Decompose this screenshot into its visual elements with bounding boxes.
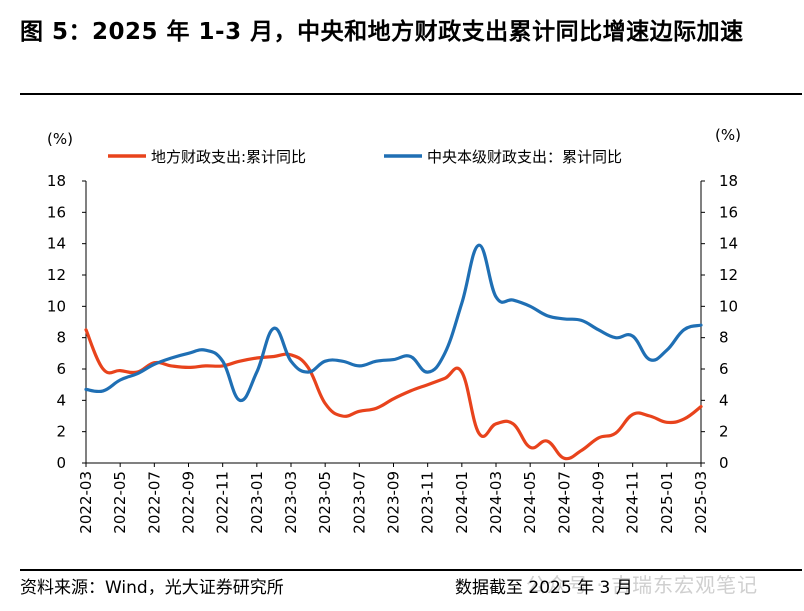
y-tick-label-left: 0	[56, 454, 66, 472]
x-tick-label: 2024-07	[555, 471, 573, 534]
x-tick-label: 2023-11	[419, 471, 437, 534]
y-axis-right-label: (%)	[715, 126, 741, 144]
x-tick-label: 2022-03	[77, 471, 95, 534]
x-tick-label: 2024-03	[487, 471, 505, 534]
x-axis: 2022-03 2022-05 2022-07 2022-09 2022-11 2023-…	[77, 463, 710, 534]
x-tick-label: 2023-03	[282, 471, 300, 534]
y-tick-label-right: 16	[719, 203, 738, 221]
x-tick-label: 2024-05	[521, 471, 539, 534]
x-tick-label: 2024-09	[590, 471, 608, 534]
chart-frame	[85, 181, 702, 464]
y-axis-left: 0 2 4 6 8 10 12 14 16 18	[47, 172, 86, 472]
y-axis-right: 0 2 4 6 8 10 12 14 16 18	[701, 172, 738, 472]
y-tick-label-right: 14	[719, 235, 738, 253]
y-tick-label-right: 0	[719, 454, 729, 472]
legend-label: 中央本级财政支出：累计同比	[427, 148, 622, 166]
chart-title: 图 5：2025 年 1-3 月，中央和地方财政支出累计同比增速边际加速	[20, 19, 744, 45]
y-tick-label-left: 16	[47, 203, 66, 221]
watermark: 公众号 · 吉瑞东宏观笔记	[526, 573, 759, 597]
y-axis-left-label: (%)	[47, 130, 73, 148]
y-tick-label-left: 6	[56, 360, 66, 378]
series-central-expenditure-line	[84, 243, 703, 402]
x-tick-label: 2023-05	[316, 471, 334, 534]
y-tick-label-left: 12	[47, 266, 66, 284]
x-tick-label: 2022-05	[111, 471, 129, 534]
y-tick-label-right: 6	[719, 360, 729, 378]
y-tick-label-right: 8	[719, 329, 729, 347]
x-tick-label: 2025-03	[692, 471, 710, 534]
source-note: 资料来源：Wind，光大证券研究所	[20, 578, 284, 598]
x-tick-label: 2023-07	[350, 471, 368, 534]
x-tick-label: 2023-09	[385, 471, 403, 534]
y-tick-label-left: 4	[56, 391, 66, 409]
y-tick-label-left: 2	[56, 423, 66, 441]
x-tick-label: 2022-07	[145, 471, 163, 534]
x-tick-label: 2024-11	[624, 471, 642, 534]
x-tick-label: 2024-01	[453, 471, 471, 534]
series-group	[84, 243, 703, 461]
title-divider	[20, 93, 802, 95]
x-tick-label: 2022-09	[180, 471, 198, 534]
legend: 地方财政支出:累计同比 中央本级财政支出：累计同比	[108, 148, 622, 166]
date-note: 数据截至 2025 年 3 月	[455, 578, 633, 598]
x-tick-label: 2022-11	[214, 471, 232, 534]
y-tick-label-right: 2	[719, 423, 729, 441]
y-tick-label-right: 4	[719, 391, 729, 409]
y-tick-label-left: 18	[47, 172, 66, 190]
x-tick-label: 2023-01	[248, 471, 266, 534]
y-tick-label-left: 8	[56, 329, 66, 347]
footer-divider	[20, 569, 802, 571]
y-tick-label-left: 14	[47, 235, 66, 253]
y-tick-label-right: 12	[719, 266, 738, 284]
series-local-expenditure-line	[84, 328, 703, 461]
y-tick-label-right: 10	[719, 297, 738, 315]
y-tick-label-right: 18	[719, 172, 738, 190]
legend-label: 地方财政支出:累计同比	[151, 148, 306, 166]
x-tick-label: 2025-01	[658, 471, 676, 534]
y-tick-label-left: 10	[47, 297, 66, 315]
